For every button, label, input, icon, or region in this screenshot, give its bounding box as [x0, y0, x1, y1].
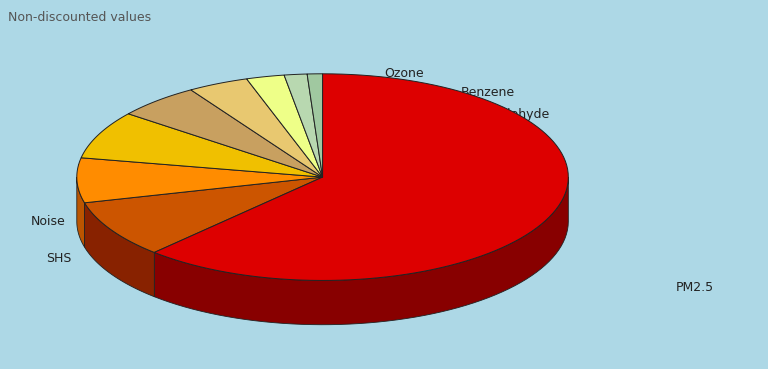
Text: Dioxins: Dioxins: [169, 119, 214, 132]
Text: PM2.5: PM2.5: [676, 281, 714, 294]
Polygon shape: [77, 177, 84, 247]
Text: Noise: Noise: [31, 215, 65, 228]
Text: Benzene: Benzene: [461, 86, 515, 99]
Polygon shape: [247, 75, 323, 177]
Text: Ozone: Ozone: [384, 67, 424, 80]
Polygon shape: [84, 203, 154, 297]
Polygon shape: [191, 79, 323, 177]
Polygon shape: [284, 74, 323, 177]
Text: Lead: Lead: [292, 89, 322, 103]
Polygon shape: [84, 177, 323, 252]
Polygon shape: [154, 177, 568, 325]
Polygon shape: [307, 74, 323, 177]
Text: Formaldehyde: Formaldehyde: [461, 108, 550, 121]
Text: SHS: SHS: [46, 252, 71, 265]
Text: Non-discounted values: Non-discounted values: [8, 11, 151, 24]
Polygon shape: [81, 114, 323, 177]
Polygon shape: [128, 90, 323, 177]
Polygon shape: [154, 74, 568, 280]
Text: Radon: Radon: [77, 163, 117, 176]
Polygon shape: [77, 158, 323, 203]
